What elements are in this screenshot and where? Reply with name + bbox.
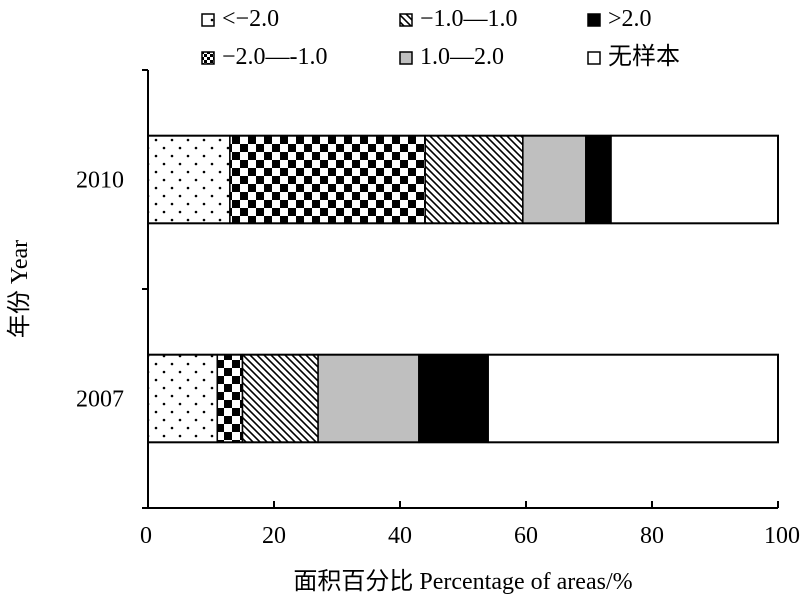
bar-segment-2010-2	[424, 134, 524, 225]
x-tick-label: 0	[140, 523, 152, 549]
x-axis-title: 面积百分比 Percentage of areas/%	[293, 568, 632, 595]
y-axis-title: 年份 Year	[6, 240, 33, 338]
legend-swatch	[587, 51, 601, 65]
bar-segment-2010-0	[147, 134, 231, 225]
y-tick-label: 2010	[76, 168, 124, 194]
legend-swatch	[399, 13, 413, 27]
bar-segment-2007-3	[317, 353, 420, 444]
x-axis-tick-labels: 0 20 40 60 80 100	[140, 523, 800, 549]
legend-label: 无样本	[608, 43, 680, 70]
bar-segment-2010-3	[522, 134, 587, 225]
x-axis-ticks	[147, 501, 779, 508]
bar-segment-2007-1	[216, 353, 244, 444]
plot-area: 2010 2007 0 20 40 60 80 100	[76, 69, 800, 549]
x-tick-label: 60	[514, 523, 538, 549]
x-tick-label: 80	[640, 523, 664, 549]
legend-swatch	[201, 13, 215, 27]
y-axis-tick-labels: 2010 2007	[76, 168, 124, 413]
legend-swatch	[201, 51, 215, 65]
bar-segment-2007-0	[147, 353, 219, 444]
x-tick-label: 100	[764, 523, 800, 549]
bar-segment-2007-2	[241, 353, 319, 444]
legend-label: 1.0—2.0	[420, 44, 504, 70]
legend-label: −1.0—1.0	[420, 6, 518, 32]
x-tick-label: 40	[388, 523, 412, 549]
legend-label: >2.0	[608, 6, 652, 32]
bar-segment-2010-5	[610, 134, 779, 225]
legend-swatch	[399, 51, 413, 65]
bar-segment-2010-1	[229, 134, 426, 225]
bars	[147, 134, 779, 444]
bar-segment-2010-4	[585, 134, 612, 225]
y-tick-label: 2007	[76, 387, 124, 413]
legend-label: −2.0—-1.0	[222, 44, 328, 70]
legend: <−2.0 −1.0—1.0 >2.0 −2.0—-1.0 1.0—2.0 无样本	[201, 6, 680, 70]
x-tick-label: 20	[262, 523, 286, 549]
bar-segment-2007-5	[487, 353, 779, 444]
legend-swatch	[587, 13, 601, 27]
bar-segment-2007-4	[418, 353, 489, 444]
legend-label: <−2.0	[222, 6, 279, 32]
